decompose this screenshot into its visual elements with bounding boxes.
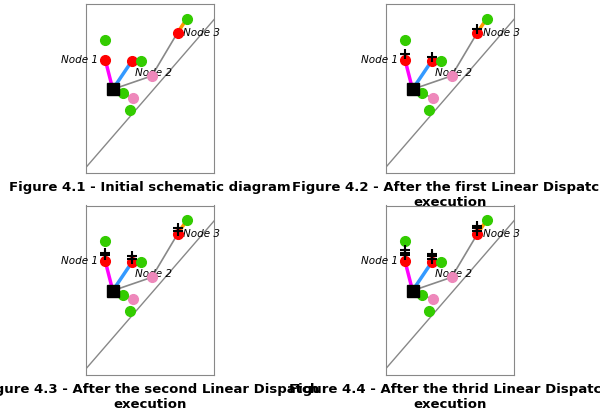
Text: Node 1: Node 1 [361, 256, 398, 266]
Text: Figure 4.3 - After the second Linear Dispatch
execution: Figure 4.3 - After the second Linear Dis… [0, 383, 319, 411]
Text: Node 3: Node 3 [482, 28, 520, 38]
Text: Node 2: Node 2 [135, 269, 172, 279]
Text: Node 3: Node 3 [482, 229, 520, 239]
Text: Node 2: Node 2 [435, 269, 472, 279]
Text: Figure 4.2 - After the first Linear Dispatch
execution: Figure 4.2 - After the first Linear Disp… [292, 181, 600, 209]
Text: Node 2: Node 2 [135, 68, 172, 78]
Text: Figure 4.1 - Initial schematic diagram: Figure 4.1 - Initial schematic diagram [10, 181, 291, 194]
Text: Node 1: Node 1 [361, 55, 398, 65]
Text: Node 1: Node 1 [61, 256, 98, 266]
Text: Node 2: Node 2 [435, 68, 472, 78]
Text: Node 3: Node 3 [183, 229, 220, 239]
Text: Node 1: Node 1 [61, 55, 98, 65]
Text: Node 3: Node 3 [183, 28, 220, 38]
Text: Figure 4.4 - After the thrid Linear Dispatch
execution: Figure 4.4 - After the thrid Linear Disp… [289, 383, 600, 411]
